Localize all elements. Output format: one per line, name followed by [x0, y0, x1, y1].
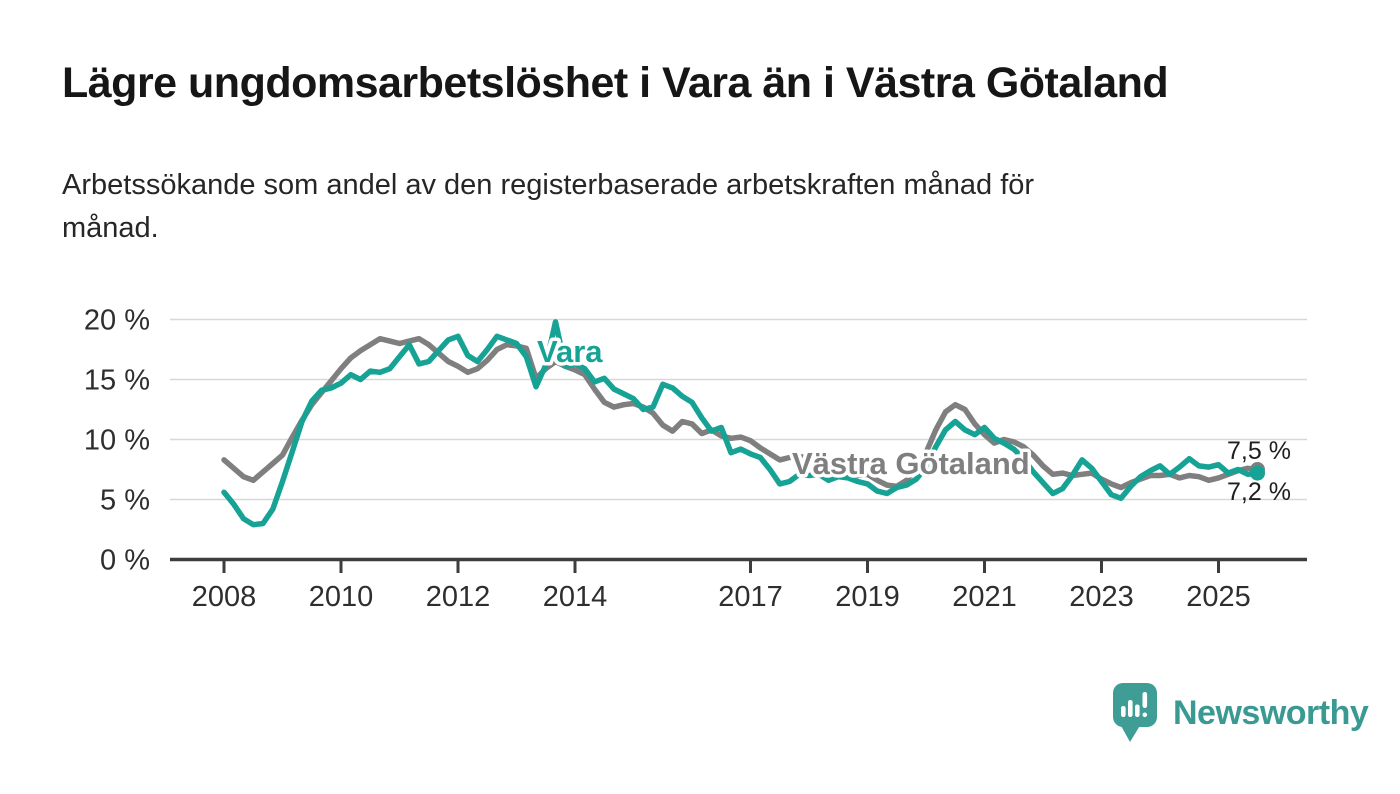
logo-bar-1 [1121, 706, 1126, 717]
series-end-dot-vara [1250, 465, 1265, 481]
x-axis-label-2017: 2017 [718, 581, 783, 613]
chart-subtitle: Arbetssökande som andel av den registerb… [62, 164, 1034, 250]
x-axis-label-2010: 2010 [309, 581, 374, 613]
x-axis-label-2008: 2008 [192, 581, 257, 613]
logo-bar-2 [1128, 700, 1133, 717]
chart-subtitle-line2: månad. [62, 212, 159, 244]
newsworthy-logo: Newsworthy [1112, 682, 1369, 744]
x-axis-label-2014: 2014 [543, 581, 608, 613]
logo-exclamation-bar [1142, 692, 1148, 708]
x-axis-label-2021: 2021 [952, 581, 1017, 613]
page-title: Lägre ungdomsarbetslöshet i Vara än i Vä… [62, 59, 1169, 107]
y-axis-label-20: 20 % [84, 305, 150, 337]
x-axis-label-2012: 2012 [426, 581, 491, 613]
end-value-label-vastra-gotaland: 7,5 % [1227, 437, 1291, 465]
series-label-vastra-gotaland: Västra Götaland [792, 446, 1030, 481]
y-axis-label-0: 0 % [100, 545, 150, 577]
series-label-vara: Vara [537, 334, 603, 369]
end-value-label-vara: 7,2 % [1227, 478, 1291, 506]
logo-bubble [1113, 683, 1157, 727]
y-axis-label-15: 15 % [84, 365, 150, 397]
logo-bubble-tail [1120, 724, 1141, 742]
y-axis-label-10: 10 % [84, 425, 150, 457]
x-axis-label-2019: 2019 [835, 581, 900, 613]
chart-subtitle-line1: Arbetssökande som andel av den registerb… [62, 169, 1035, 201]
y-axis-label-5: 5 % [100, 485, 150, 517]
series-line-vara [221, 319, 1261, 528]
x-axis-label-2025: 2025 [1186, 581, 1251, 613]
newsworthy-logo-icon [1113, 683, 1157, 742]
series-line-vastra-gotaland [221, 335, 1261, 491]
x-axis-label-2023: 2023 [1069, 581, 1134, 613]
logo-bar-3 [1135, 704, 1140, 717]
newsworthy-wordmark: Newsworthy [1173, 693, 1369, 732]
logo-exclamation-dot [1142, 712, 1148, 718]
